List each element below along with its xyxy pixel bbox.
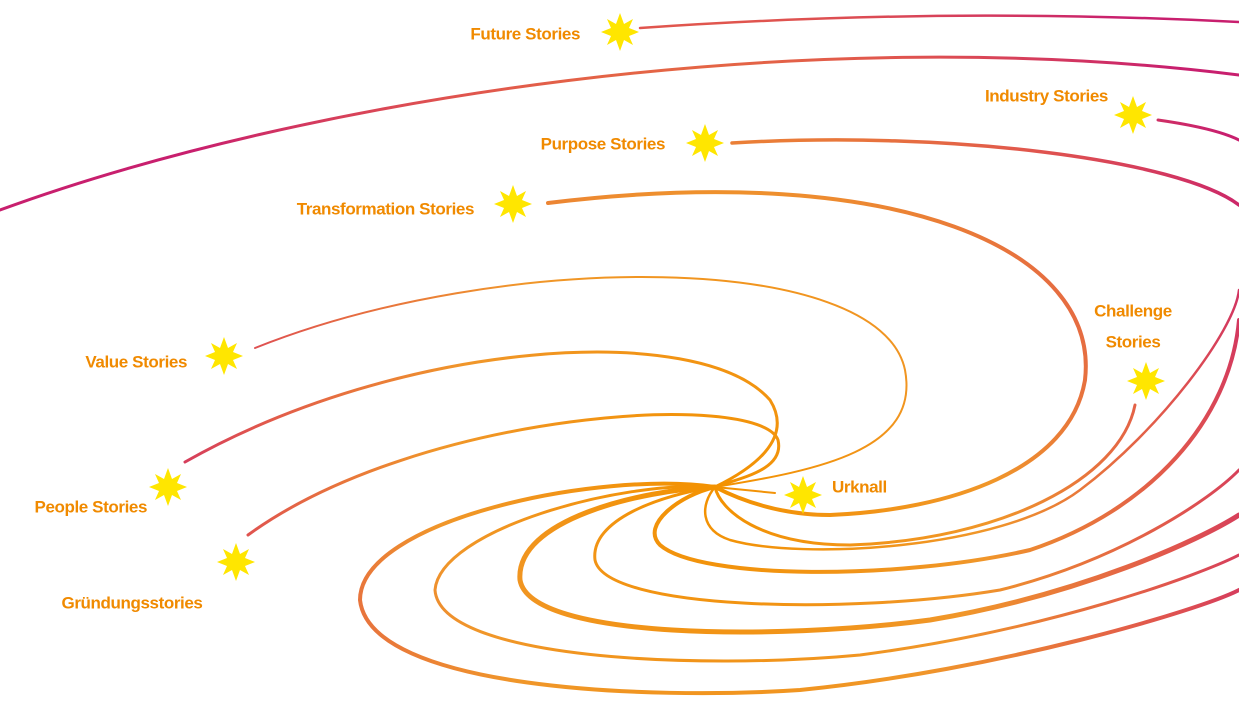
label: Transformation Stories [297,199,474,218]
star [1114,96,1152,134]
star [217,543,255,581]
label-line: Challenge [1094,301,1172,320]
orbit [520,487,1239,632]
star [149,468,187,506]
orbit [185,352,777,487]
orbit [1158,120,1239,140]
orbit [640,16,1239,28]
star [494,185,532,223]
label: Gründungsstories [62,593,203,612]
label: Purpose Stories [541,134,665,153]
label: Future Stories [470,24,580,43]
star [686,124,724,162]
label: Industry Stories [985,86,1108,105]
star [1127,362,1165,400]
star [205,337,243,375]
star [784,476,822,514]
star [601,13,639,51]
label: Value Stories [85,352,187,371]
label-line: Stories [1106,332,1161,351]
orbit [248,415,779,535]
label: People Stories [35,497,148,516]
orbit [255,277,906,487]
label: Urknall [832,477,887,496]
story-galaxy: Future Stories Industry Stories Purpose … [0,0,1239,711]
